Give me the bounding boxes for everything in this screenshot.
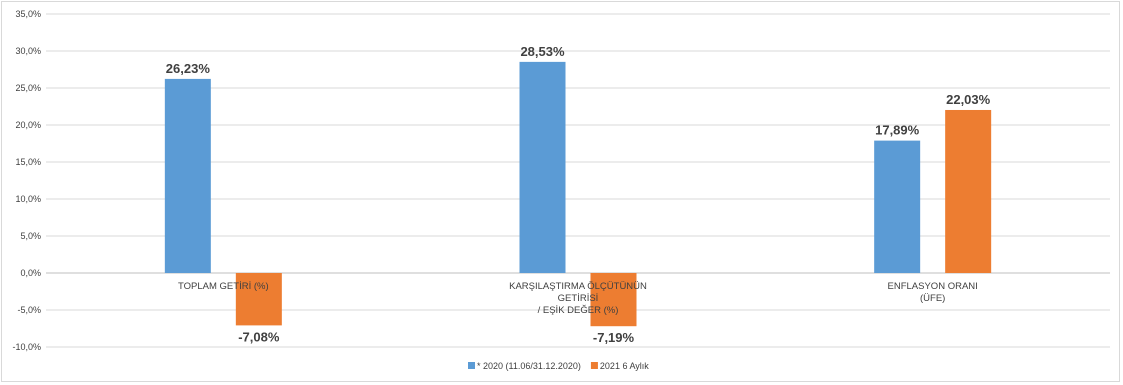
bar <box>164 78 211 273</box>
y-tick-label: 10,0% <box>15 194 41 204</box>
bar <box>874 140 921 273</box>
category-label: ENFLASYON ORANI <box>888 281 978 292</box>
category-label: (ÜFE) <box>920 293 945 304</box>
legend-swatch <box>468 362 475 369</box>
category-label: TOPLAM GETİRİ (%) <box>178 281 269 292</box>
bar <box>590 273 637 327</box>
bar <box>519 61 566 274</box>
legend-label: 2021 6 Aylık <box>600 361 649 371</box>
data-label: 22,03% <box>946 92 991 107</box>
category-label: GETİRİSİ <box>558 293 599 304</box>
legend-label: * 2020 (11.06/31.12.2020) <box>477 361 581 371</box>
y-tick-label: -5,0% <box>17 305 41 315</box>
legend-swatch <box>590 362 598 369</box>
category-label: / EŞİK DEĞER (%) <box>538 305 619 316</box>
data-label: 17,89% <box>875 123 920 138</box>
bar <box>945 109 992 273</box>
category-label: KARŞILAŞTIRMA ÖLÇÜTÜNÜN <box>509 281 647 292</box>
y-tick-label: 30,0% <box>15 46 41 56</box>
y-tick-label: 5,0% <box>20 231 41 241</box>
y-tick-label: 35,0% <box>15 9 41 19</box>
bar <box>235 273 282 326</box>
y-tick-label: 15,0% <box>15 157 41 167</box>
data-label: -7,08% <box>238 329 280 344</box>
y-tick-label: 25,0% <box>15 83 41 93</box>
y-tick-label: 20,0% <box>15 120 41 130</box>
y-tick-label: -10,0% <box>12 342 41 352</box>
data-label: 28,53% <box>520 44 565 59</box>
data-label: 26,23% <box>166 61 211 76</box>
data-label: -7,19% <box>593 330 635 345</box>
y-tick-label: 0,0% <box>20 268 41 278</box>
